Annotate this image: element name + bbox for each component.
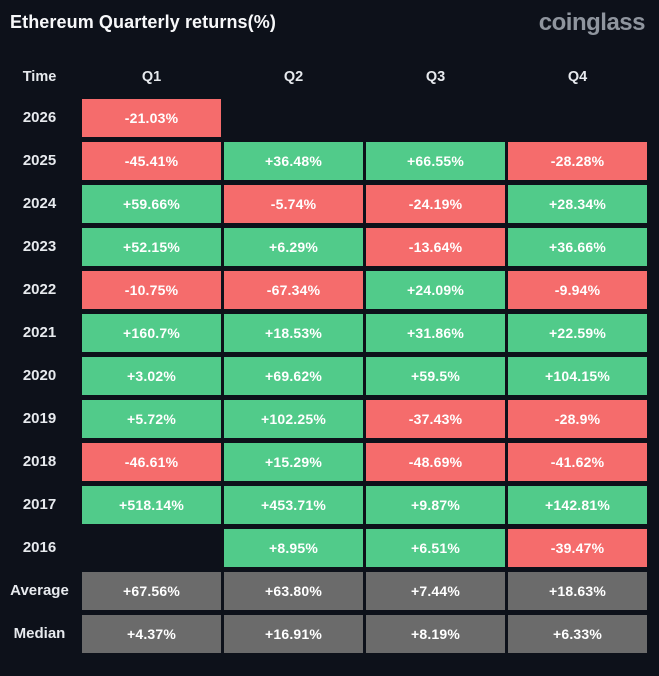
cell-2017-q2: +453.71% [224, 486, 363, 524]
row-label-2024: 2024 [22, 195, 57, 212]
returns-table: 2026 -21.03% 2025 -45.41% +36.48% +66.55% -28.… [0, 99, 659, 653]
column-header-q4: Q4 [567, 69, 588, 85]
column-header-q3: Q3 [425, 69, 446, 85]
cell-2020-q3: +59.5% [366, 357, 505, 395]
cell-2026-q2 [224, 99, 363, 137]
cell-2023-q3: -13.64% [366, 228, 505, 266]
cell-2018-q1: -46.61% [82, 443, 221, 481]
cell-average-q2: +63.80% [224, 572, 363, 610]
row-label-2016: 2016 [22, 539, 57, 556]
cell-2024-q4: +28.34% [508, 185, 647, 223]
cell-2019-q4: -28.9% [508, 400, 647, 438]
cell-2023-q4: +36.66% [508, 228, 647, 266]
cell-2022-q2: -67.34% [224, 271, 363, 309]
cell-2025-q2: +36.48% [224, 142, 363, 180]
cell-2025-q4: -28.28% [508, 142, 647, 180]
cell-2018-q3: -48.69% [366, 443, 505, 481]
cell-average-q1: +67.56% [82, 572, 221, 610]
row-label-2020: 2020 [22, 367, 57, 384]
cell-2018-q2: +15.29% [224, 443, 363, 481]
cell-2020-q4: +104.15% [508, 357, 647, 395]
cell-2023-q1: +52.15% [82, 228, 221, 266]
cell-2024-q3: -24.19% [366, 185, 505, 223]
row-label-2023: 2023 [22, 238, 57, 255]
row-label-2025: 2025 [22, 152, 57, 169]
cell-2021-q1: +160.7% [82, 314, 221, 352]
row-label-2019: 2019 [22, 410, 57, 427]
cell-2018-q4: -41.62% [508, 443, 647, 481]
cell-2021-q3: +31.86% [366, 314, 505, 352]
row-label-average: Average [10, 582, 69, 599]
page-title: Ethereum Quarterly returns(%) [10, 12, 276, 32]
cell-2020-q1: +3.02% [82, 357, 221, 395]
cell-2017-q3: +9.87% [366, 486, 505, 524]
cell-2017-q4: +142.81% [508, 486, 647, 524]
cell-2023-q2: +6.29% [224, 228, 363, 266]
cell-2021-q4: +22.59% [508, 314, 647, 352]
cell-2026-q1: -21.03% [82, 99, 221, 137]
row-label-2022: 2022 [22, 281, 57, 298]
topbar: Ethereum Quarterly returns(%) coinglass [0, 0, 659, 46]
row-label-2018: 2018 [22, 453, 57, 470]
cell-2024-q1: +59.66% [82, 185, 221, 223]
cell-2019-q1: +5.72% [82, 400, 221, 438]
cell-2016-q2: +8.95% [224, 529, 363, 567]
coinglass-logo[interactable]: coinglass [538, 9, 646, 36]
cell-2017-q1: +518.14% [82, 486, 221, 524]
cell-2025-q1: -45.41% [82, 142, 221, 180]
row-label-2017: 2017 [22, 496, 57, 513]
cell-2026-q3 [366, 99, 505, 137]
column-header-q1: Q1 [141, 69, 162, 85]
column-header-q2: Q2 [283, 69, 304, 85]
cell-2024-q2: -5.74% [224, 185, 363, 223]
cell-2020-q2: +69.62% [224, 357, 363, 395]
cell-average-q4: +18.63% [508, 572, 647, 610]
cell-2025-q3: +66.55% [366, 142, 505, 180]
cell-2022-q1: -10.75% [82, 271, 221, 309]
column-headers: Time Q1 Q2 Q3 Q4 [0, 67, 659, 87]
cell-average-q3: +7.44% [366, 572, 505, 610]
row-label-2021: 2021 [22, 324, 57, 341]
cell-median-q4: +6.33% [508, 615, 647, 653]
cell-2022-q3: +24.09% [366, 271, 505, 309]
cell-2016-q4: -39.47% [508, 529, 647, 567]
cell-2026-q4 [508, 99, 647, 137]
cell-2022-q4: -9.94% [508, 271, 647, 309]
cell-median-q2: +16.91% [224, 615, 363, 653]
cell-median-q3: +8.19% [366, 615, 505, 653]
row-label-2026: 2026 [22, 109, 57, 126]
cell-2016-q1 [82, 529, 221, 567]
cell-2016-q3: +6.51% [366, 529, 505, 567]
row-label-median: Median [13, 625, 66, 642]
cell-2019-q2: +102.25% [224, 400, 363, 438]
cell-median-q1: +4.37% [82, 615, 221, 653]
cell-2021-q2: +18.53% [224, 314, 363, 352]
column-header-time: Time [22, 69, 57, 85]
cell-2019-q3: -37.43% [366, 400, 505, 438]
